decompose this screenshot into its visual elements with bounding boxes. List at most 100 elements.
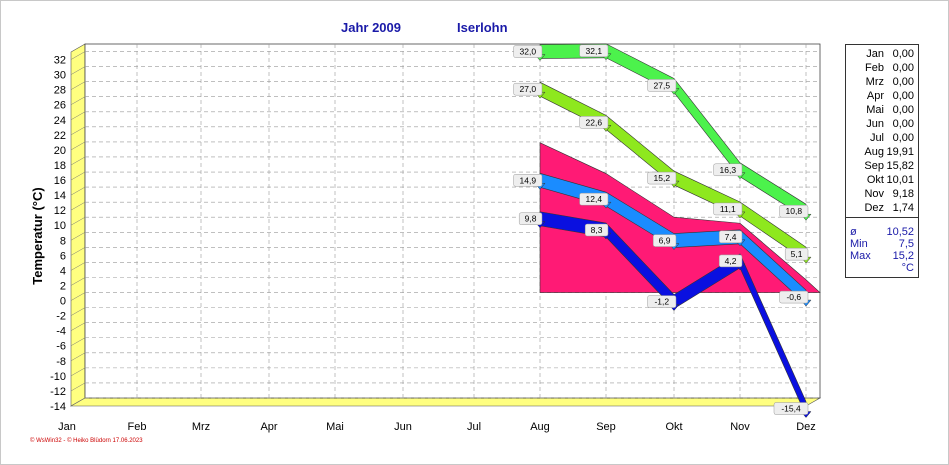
y-tick-label: 32 [54,55,66,67]
grid-line-wall [70,292,86,301]
legend-month: Apr [866,90,884,102]
y-tick-label: -10 [50,371,66,383]
mean-area [539,142,821,293]
grid-line-wall [70,277,86,286]
legend-avg-value: 10,52 [886,226,914,238]
data-label-box [779,290,809,304]
data-label: -0,6 [786,292,801,302]
footer-credit: © WsWin32 - © Heiko Blüdorn 17.06.2023 [30,438,143,444]
data-label: 8,3 [591,225,603,235]
legend-avg-symbol: ø [850,226,857,238]
y-tick-label: 26 [54,100,66,112]
y-tick-label: -12 [50,386,66,398]
legend-month: Sep [864,160,884,172]
x-tick-label: Apr [260,421,277,433]
data-label-box [513,174,543,187]
legend-value: 0,00 [892,90,914,102]
legend-row: Jun 0,00 [846,118,918,132]
y-tick-label: -2 [56,311,66,323]
data-label: 22,6 [586,117,603,127]
chart-year-title: Jahr 2009 [341,20,401,35]
legend-separator [846,217,918,218]
y-tick-label: -4 [56,326,66,338]
data-label: 7,4 [725,232,737,242]
legend-row: Jul 0,00 [846,132,918,146]
grid-line-wall [70,111,86,121]
data-label: 32,0 [520,47,537,57]
legend-month: Aug [864,146,884,158]
x-tick-label: Feb [128,421,147,433]
chart-location-title: Iserlohn [457,20,508,35]
y-tick-label: 16 [54,175,66,187]
legend-month: Mrz [865,76,884,88]
data-label: 27,0 [520,84,537,94]
data-label-box [647,295,677,308]
data-label-box [718,254,743,268]
data-label-box [579,116,609,129]
y-tick-label: 2 [60,280,66,292]
legend-row: Aug 19,91 [846,146,918,160]
legend-row: Feb 0,00 [846,62,918,76]
data-label: 12,4 [586,194,603,204]
data-label: 4,2 [725,256,737,266]
data-label-box [773,402,809,415]
legend-value: 0,00 [892,48,914,60]
data-label-box [513,82,543,96]
data-label-box [713,163,743,177]
grid-line-wall [70,382,86,392]
data-label-box [513,45,543,58]
floor-plane [69,397,822,407]
y-tick-label: -6 [56,341,66,353]
legend-month: Nov [864,188,884,200]
legend-row: Dez 1,74 [846,202,918,216]
grid-line-wall [70,126,86,136]
y-tick-label: 30 [54,70,66,82]
data-label: 5,1 [791,249,803,259]
data-label-box [647,79,677,92]
legend-value: 10,01 [886,174,914,186]
legend-row: Mai 0,00 [846,104,918,118]
data-label: 16,3 [720,165,737,175]
grid-line-wall [70,51,86,60]
grid-line-wall [70,201,86,211]
data-label: 32,1 [586,46,603,56]
data-label-box [647,171,677,185]
data-label-box [779,204,809,218]
grid-line-wall [70,337,86,346]
grid-line-wall [70,307,86,316]
data-label-box [579,192,609,206]
monthly-values-legend: Jan 0,00 Feb 0,00 Mrz 0,00 Apr 0,00 Mai 0,00 Jun 0,… [845,44,919,278]
legend-month: Okt [866,174,884,186]
data-label-box [584,223,609,237]
legend-row: Nov 9,18 [846,188,918,202]
y-axis-label: Temperatur (°C) [30,187,45,284]
grid-line-wall [70,262,86,271]
x-tick-label: Mrz [192,421,210,433]
y-tick-label: 14 [54,190,66,202]
data-label: 9,8 [525,214,537,224]
y-tick-label: 20 [54,145,66,157]
data-label: 11,1 [720,204,736,214]
legend-row: Sep 15,82 [846,160,918,174]
legend-row: Okt 10,01 [846,174,918,188]
legend-row: Mrz 0,00 [846,76,918,90]
legend-month: Jan [866,48,884,60]
legend-min-label: Min [850,238,868,250]
x-tick-label: Mai [326,421,344,433]
data-label: 14,9 [520,175,537,185]
grid-line-wall [70,352,86,362]
data-label: -1,2 [654,297,669,307]
legend-row: Jan 0,00 [846,48,918,62]
x-tick-label: Jan [58,421,76,433]
legend-min-value: 7,5 [898,238,914,250]
grid-line-wall [70,81,86,90]
legend-month: Mai [866,104,884,116]
legend-value: 0,00 [892,62,914,74]
data-label: -15,4 [781,404,801,414]
y-tick-label: 10 [54,220,66,232]
legend-value: 0,00 [892,132,914,144]
grid-line-wall [70,186,86,196]
grid-line-wall [70,367,86,377]
legend-value: 1,74 [892,202,914,214]
